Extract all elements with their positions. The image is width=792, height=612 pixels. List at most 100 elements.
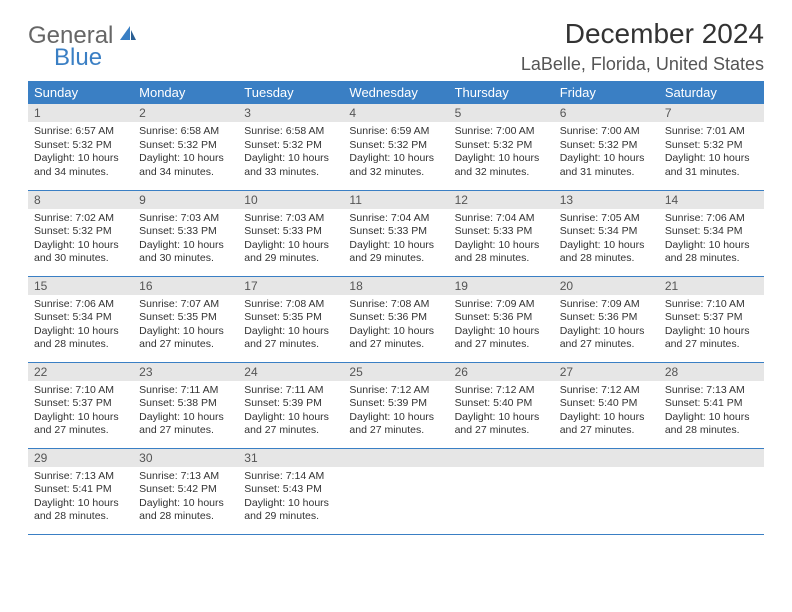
calendar-cell: 10Sunrise: 7:03 AMSunset: 5:33 PMDayligh…: [238, 190, 343, 276]
daylight-line: Daylight: 10 hours and 27 minutes.: [244, 411, 337, 438]
calendar-row: 29Sunrise: 7:13 AMSunset: 5:41 PMDayligh…: [28, 448, 764, 534]
day-body: Sunrise: 7:04 AMSunset: 5:33 PMDaylight:…: [449, 209, 554, 271]
weekday-header: Monday: [133, 81, 238, 104]
day-number: 6: [554, 104, 659, 122]
day-number: 26: [449, 363, 554, 381]
day-number: 22: [28, 363, 133, 381]
sunset-line: Sunset: 5:32 PM: [34, 139, 127, 153]
daylight-line: Daylight: 10 hours and 31 minutes.: [560, 152, 653, 179]
day-body: Sunrise: 7:01 AMSunset: 5:32 PMDaylight:…: [659, 122, 764, 184]
day-body: Sunrise: 7:14 AMSunset: 5:43 PMDaylight:…: [238, 467, 343, 529]
daylight-line: Daylight: 10 hours and 27 minutes.: [34, 411, 127, 438]
daylight-line: Daylight: 10 hours and 28 minutes.: [455, 239, 548, 266]
day-body: Sunrise: 7:04 AMSunset: 5:33 PMDaylight:…: [343, 209, 448, 271]
day-number: 5: [449, 104, 554, 122]
calendar-cell: 21Sunrise: 7:10 AMSunset: 5:37 PMDayligh…: [659, 276, 764, 362]
sunrise-line: Sunrise: 6:58 AM: [139, 125, 232, 139]
sunrise-line: Sunrise: 7:04 AM: [455, 212, 548, 226]
day-body: Sunrise: 7:11 AMSunset: 5:38 PMDaylight:…: [133, 381, 238, 443]
sunset-line: Sunset: 5:40 PM: [455, 397, 548, 411]
daylight-line: Daylight: 10 hours and 29 minutes.: [349, 239, 442, 266]
calendar-cell: 7Sunrise: 7:01 AMSunset: 5:32 PMDaylight…: [659, 104, 764, 190]
day-number: 4: [343, 104, 448, 122]
day-number: 17: [238, 277, 343, 295]
calendar-row: 22Sunrise: 7:10 AMSunset: 5:37 PMDayligh…: [28, 362, 764, 448]
day-number: 16: [133, 277, 238, 295]
calendar-cell: 8Sunrise: 7:02 AMSunset: 5:32 PMDaylight…: [28, 190, 133, 276]
day-body: Sunrise: 7:12 AMSunset: 5:39 PMDaylight:…: [343, 381, 448, 443]
sunrise-line: Sunrise: 7:09 AM: [455, 298, 548, 312]
day-body: Sunrise: 6:59 AMSunset: 5:32 PMDaylight:…: [343, 122, 448, 184]
calendar-cell: [554, 448, 659, 534]
calendar-table: SundayMondayTuesdayWednesdayThursdayFrid…: [28, 81, 764, 535]
calendar-cell: 15Sunrise: 7:06 AMSunset: 5:34 PMDayligh…: [28, 276, 133, 362]
sunset-line: Sunset: 5:41 PM: [665, 397, 758, 411]
calendar-cell: [343, 448, 448, 534]
calendar-cell: 30Sunrise: 7:13 AMSunset: 5:42 PMDayligh…: [133, 448, 238, 534]
day-number-empty: [659, 449, 764, 467]
weekday-header: Wednesday: [343, 81, 448, 104]
sunrise-line: Sunrise: 7:12 AM: [349, 384, 442, 398]
daylight-line: Daylight: 10 hours and 28 minutes.: [665, 411, 758, 438]
daylight-line: Daylight: 10 hours and 27 minutes.: [139, 325, 232, 352]
sunset-line: Sunset: 5:35 PM: [244, 311, 337, 325]
daylight-line: Daylight: 10 hours and 29 minutes.: [244, 239, 337, 266]
daylight-line: Daylight: 10 hours and 33 minutes.: [244, 152, 337, 179]
sunrise-line: Sunrise: 7:13 AM: [665, 384, 758, 398]
calendar-cell: 22Sunrise: 7:10 AMSunset: 5:37 PMDayligh…: [28, 362, 133, 448]
daylight-line: Daylight: 10 hours and 28 minutes.: [139, 497, 232, 524]
sunrise-line: Sunrise: 7:11 AM: [244, 384, 337, 398]
day-number: 11: [343, 191, 448, 209]
day-number: 18: [343, 277, 448, 295]
day-number: 9: [133, 191, 238, 209]
day-number: 21: [659, 277, 764, 295]
title-block: December 2024 LaBelle, Florida, United S…: [521, 18, 764, 75]
sunset-line: Sunset: 5:43 PM: [244, 483, 337, 497]
calendar-cell: 20Sunrise: 7:09 AMSunset: 5:36 PMDayligh…: [554, 276, 659, 362]
day-number: 12: [449, 191, 554, 209]
daylight-line: Daylight: 10 hours and 28 minutes.: [560, 239, 653, 266]
day-number-empty: [449, 449, 554, 467]
day-number: 23: [133, 363, 238, 381]
weekday-header: Tuesday: [238, 81, 343, 104]
day-body: Sunrise: 7:02 AMSunset: 5:32 PMDaylight:…: [28, 209, 133, 271]
day-body: Sunrise: 7:03 AMSunset: 5:33 PMDaylight:…: [133, 209, 238, 271]
daylight-line: Daylight: 10 hours and 27 minutes.: [455, 325, 548, 352]
calendar-cell: 19Sunrise: 7:09 AMSunset: 5:36 PMDayligh…: [449, 276, 554, 362]
sunset-line: Sunset: 5:32 PM: [34, 225, 127, 239]
weekday-header: Saturday: [659, 81, 764, 104]
daylight-line: Daylight: 10 hours and 30 minutes.: [139, 239, 232, 266]
sunrise-line: Sunrise: 7:06 AM: [34, 298, 127, 312]
daylight-line: Daylight: 10 hours and 27 minutes.: [244, 325, 337, 352]
day-body: Sunrise: 7:11 AMSunset: 5:39 PMDaylight:…: [238, 381, 343, 443]
day-body: Sunrise: 7:06 AMSunset: 5:34 PMDaylight:…: [659, 209, 764, 271]
calendar-row: 15Sunrise: 7:06 AMSunset: 5:34 PMDayligh…: [28, 276, 764, 362]
sunrise-line: Sunrise: 7:04 AM: [349, 212, 442, 226]
daylight-line: Daylight: 10 hours and 28 minutes.: [34, 325, 127, 352]
sunrise-line: Sunrise: 7:08 AM: [244, 298, 337, 312]
daylight-line: Daylight: 10 hours and 27 minutes.: [455, 411, 548, 438]
calendar-cell: 16Sunrise: 7:07 AMSunset: 5:35 PMDayligh…: [133, 276, 238, 362]
calendar-cell: 3Sunrise: 6:58 AMSunset: 5:32 PMDaylight…: [238, 104, 343, 190]
day-body: Sunrise: 7:07 AMSunset: 5:35 PMDaylight:…: [133, 295, 238, 357]
day-body: Sunrise: 7:09 AMSunset: 5:36 PMDaylight:…: [554, 295, 659, 357]
calendar-cell: 12Sunrise: 7:04 AMSunset: 5:33 PMDayligh…: [449, 190, 554, 276]
sunrise-line: Sunrise: 7:07 AM: [139, 298, 232, 312]
sunset-line: Sunset: 5:32 PM: [665, 139, 758, 153]
sunset-line: Sunset: 5:32 PM: [455, 139, 548, 153]
sunset-line: Sunset: 5:34 PM: [665, 225, 758, 239]
sunrise-line: Sunrise: 7:08 AM: [349, 298, 442, 312]
day-number-empty: [554, 449, 659, 467]
sunrise-line: Sunrise: 7:12 AM: [560, 384, 653, 398]
daylight-line: Daylight: 10 hours and 27 minutes.: [349, 325, 442, 352]
sunset-line: Sunset: 5:37 PM: [665, 311, 758, 325]
sunset-line: Sunset: 5:36 PM: [455, 311, 548, 325]
sunset-line: Sunset: 5:36 PM: [560, 311, 653, 325]
calendar-cell: 9Sunrise: 7:03 AMSunset: 5:33 PMDaylight…: [133, 190, 238, 276]
sunset-line: Sunset: 5:33 PM: [139, 225, 232, 239]
sunrise-line: Sunrise: 7:02 AM: [34, 212, 127, 226]
calendar-cell: 1Sunrise: 6:57 AMSunset: 5:32 PMDaylight…: [28, 104, 133, 190]
calendar-cell: 14Sunrise: 7:06 AMSunset: 5:34 PMDayligh…: [659, 190, 764, 276]
sunrise-line: Sunrise: 7:11 AM: [139, 384, 232, 398]
calendar-cell: 23Sunrise: 7:11 AMSunset: 5:38 PMDayligh…: [133, 362, 238, 448]
